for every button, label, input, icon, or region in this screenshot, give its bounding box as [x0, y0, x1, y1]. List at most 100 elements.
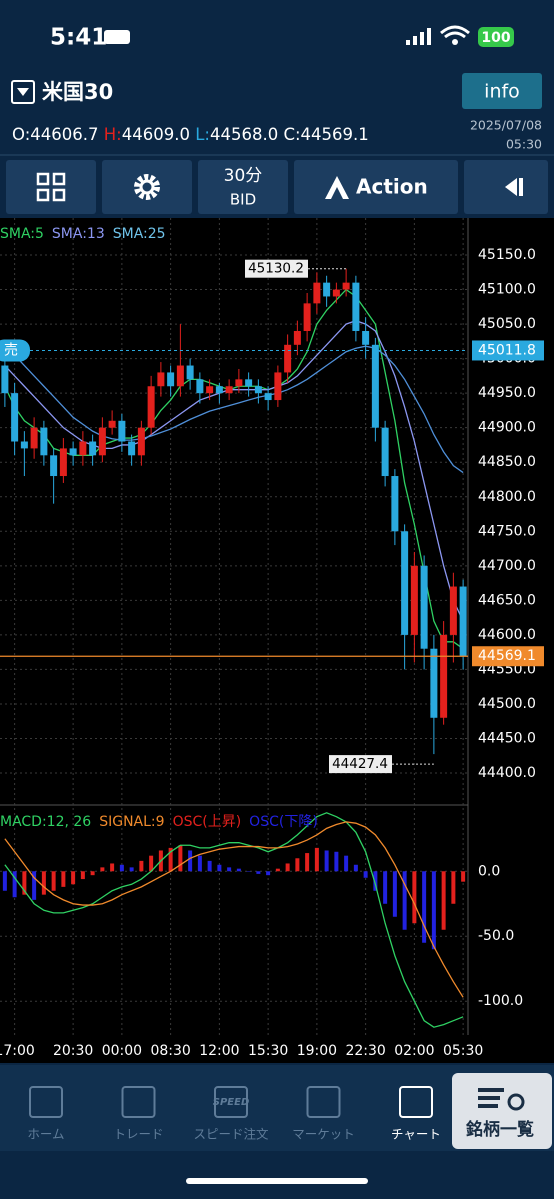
- list-tab-bg[interactable]: [452, 1073, 552, 1149]
- x-tick-label: 00:00: [102, 1043, 142, 1059]
- nav-icon: [306, 1086, 341, 1118]
- candle-body: [371, 344, 379, 428]
- osc-bar: [422, 871, 427, 943]
- candle-body: [264, 393, 272, 401]
- search-icon: [507, 1093, 525, 1111]
- h-value: 44609.0: [122, 125, 190, 144]
- symbol-name[interactable]: 米国30: [42, 80, 113, 104]
- candle-body: [225, 386, 233, 394]
- candle-body: [137, 427, 145, 456]
- osc-bar: [383, 871, 388, 904]
- osc-bar: [285, 863, 290, 872]
- grid-icon: [36, 172, 66, 202]
- nav-icon: [399, 1086, 433, 1118]
- osc-bar: [61, 871, 66, 887]
- osc-bar: [402, 871, 407, 930]
- info-label[interactable]: info: [484, 81, 520, 103]
- candle-body: [50, 455, 58, 477]
- x-tick-label: 19:00: [297, 1043, 337, 1059]
- list-icon: [478, 1088, 504, 1108]
- candle-body: [1, 365, 9, 394]
- candle-body: [440, 634, 448, 718]
- osc-bar: [236, 868, 241, 872]
- gear-icon: [134, 174, 160, 200]
- candle-body: [245, 379, 253, 387]
- layout-button[interactable]: [6, 160, 96, 214]
- nav-icon-text: SPEED: [213, 1097, 250, 1108]
- period-button[interactable]: [198, 160, 288, 214]
- candle-body: [186, 365, 194, 380]
- y-tick-label: 45150.0: [478, 247, 536, 263]
- order-price: 45011.8: [478, 342, 536, 358]
- macd-line: [4, 812, 464, 1028]
- sma-line: [4, 319, 464, 622]
- candle-body: [352, 282, 360, 331]
- legend-entry: OSC(上昇): [173, 814, 242, 830]
- osc-bar: [188, 850, 193, 872]
- y-tick-label: 44700.0: [478, 558, 536, 574]
- time: 05:30: [506, 137, 542, 152]
- collapse-bar: [519, 178, 523, 196]
- candle-body: [459, 586, 467, 657]
- collapse-arrow: [505, 178, 517, 196]
- symbol-dropdown[interactable]: [11, 80, 35, 104]
- order-tag: [0, 339, 30, 362]
- macd-line: [4, 821, 464, 998]
- price-type-label[interactable]: BID: [230, 191, 256, 209]
- gear-center: [139, 179, 155, 195]
- osc-bar: [363, 871, 368, 878]
- info-button[interactable]: [462, 73, 542, 109]
- legend-entry: OSC(下降): [249, 814, 318, 830]
- osc-bar: [324, 850, 329, 872]
- y-tick-label: -100.0: [478, 993, 523, 1009]
- candle-body: [420, 565, 428, 649]
- osc-bar: [246, 871, 251, 872]
- osc-bar: [412, 871, 417, 924]
- nav-label[interactable]: チャート: [391, 1127, 441, 1142]
- candle-body: [342, 282, 350, 290]
- candle-body: [313, 282, 321, 304]
- candle-body: [206, 386, 214, 394]
- action-icon: [325, 176, 349, 199]
- y-tick-label: 0.0: [478, 863, 500, 879]
- osc-bar: [80, 871, 85, 880]
- y-tick-label: 44650.0: [478, 592, 536, 608]
- osc-bar: [461, 871, 466, 882]
- date: 2025/07/08: [470, 118, 542, 133]
- nav-label[interactable]: ホーム: [27, 1127, 64, 1142]
- period-label[interactable]: 30分: [224, 166, 263, 186]
- candle-body: [274, 372, 282, 401]
- wifi-icon: [440, 25, 470, 39]
- dropdown-arrow: [17, 88, 29, 96]
- osc-bar: [32, 871, 37, 900]
- candle-body: [11, 393, 19, 442]
- y-tick-label: 44800.0: [478, 489, 536, 505]
- nav-label[interactable]: スピード注文: [193, 1127, 269, 1142]
- nav-label[interactable]: トレード: [113, 1127, 163, 1142]
- candle-body: [410, 565, 418, 635]
- y-tick-label: 44500.0: [478, 696, 536, 712]
- candle-body: [196, 379, 204, 394]
- osc-bar: [256, 871, 261, 874]
- nav-icon: [214, 1086, 248, 1118]
- osc-bar: [12, 871, 17, 898]
- action-label[interactable]: Action: [356, 175, 428, 199]
- x-tick-label: 22:30: [345, 1043, 385, 1059]
- macd-legend: MACD:12, 26 SIGNAL:9 OSC(上昇) OSC(下降): [0, 814, 318, 830]
- c-label: C:: [283, 125, 300, 144]
- osc-bar: [266, 871, 271, 876]
- x-tick-label: 17:00: [0, 1043, 35, 1059]
- battery: [478, 27, 514, 47]
- osc-bar: [227, 867, 232, 872]
- candle-body: [235, 379, 243, 387]
- nav-label[interactable]: マーケット: [292, 1127, 355, 1142]
- osc-bar: [334, 851, 339, 872]
- osc-bar: [275, 868, 280, 872]
- candle-body: [215, 386, 223, 394]
- candle-body: [128, 441, 136, 456]
- legend-entry: MACD:12, 26: [0, 814, 91, 830]
- action-button[interactable]: [294, 160, 458, 214]
- legend-entry: SMA:5: [0, 226, 44, 242]
- settings-button[interactable]: [102, 160, 192, 214]
